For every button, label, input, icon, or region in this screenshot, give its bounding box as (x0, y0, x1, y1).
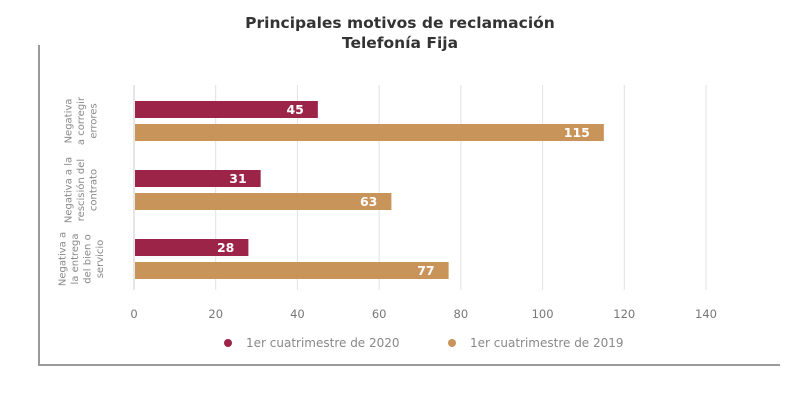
x-tick-label: 60 (372, 307, 387, 321)
category-label: la entrega (70, 233, 81, 284)
bar (135, 193, 392, 210)
legend-item-2020: 1er cuatrimestre de 2020 (224, 336, 400, 350)
data-label: 45 (286, 102, 303, 117)
frame-bottom-border (38, 364, 780, 366)
data-label: 31 (229, 171, 246, 186)
x-tick-label: 120 (613, 307, 635, 321)
legend-marker-2020 (224, 339, 232, 347)
legend-item-2019: 1er cuatrimestre de 2019 (448, 336, 624, 350)
category-label: Negativa a la (64, 157, 75, 223)
category-label: Negativa a (57, 232, 68, 286)
data-label: 77 (417, 263, 434, 278)
data-label: 63 (360, 194, 377, 209)
x-tick-label: 40 (290, 307, 305, 321)
category-label: contrato (89, 169, 100, 211)
x-tick-label: 0 (130, 307, 137, 321)
legend-marker-2019 (448, 339, 456, 347)
bar (135, 124, 604, 141)
category-label: Negativa (64, 99, 75, 144)
frame-left-border (38, 45, 40, 366)
bar (135, 170, 261, 187)
data-label: 28 (217, 240, 234, 255)
category-label: a corregir (76, 96, 87, 145)
category-label: del bien o (82, 234, 93, 283)
category-label: servicio (95, 240, 106, 279)
category-label: errores (89, 103, 100, 138)
legend-label-2019: 1er cuatrimestre de 2019 (470, 336, 624, 350)
x-tick-label: 20 (208, 307, 223, 321)
bar (135, 239, 249, 256)
bar (135, 262, 449, 279)
chart-title: Principales motivos de reclamación (245, 14, 555, 32)
x-tick-label: 140 (695, 307, 717, 321)
bar (135, 101, 318, 118)
legend-label-2020: 1er cuatrimestre de 2020 (246, 336, 400, 350)
category-label: rescisión del (75, 159, 87, 221)
data-label: 115 (564, 125, 590, 140)
x-tick-label: 100 (532, 307, 554, 321)
x-tick-label: 80 (454, 307, 469, 321)
chart-subtitle: Telefonía Fija (341, 34, 459, 52)
